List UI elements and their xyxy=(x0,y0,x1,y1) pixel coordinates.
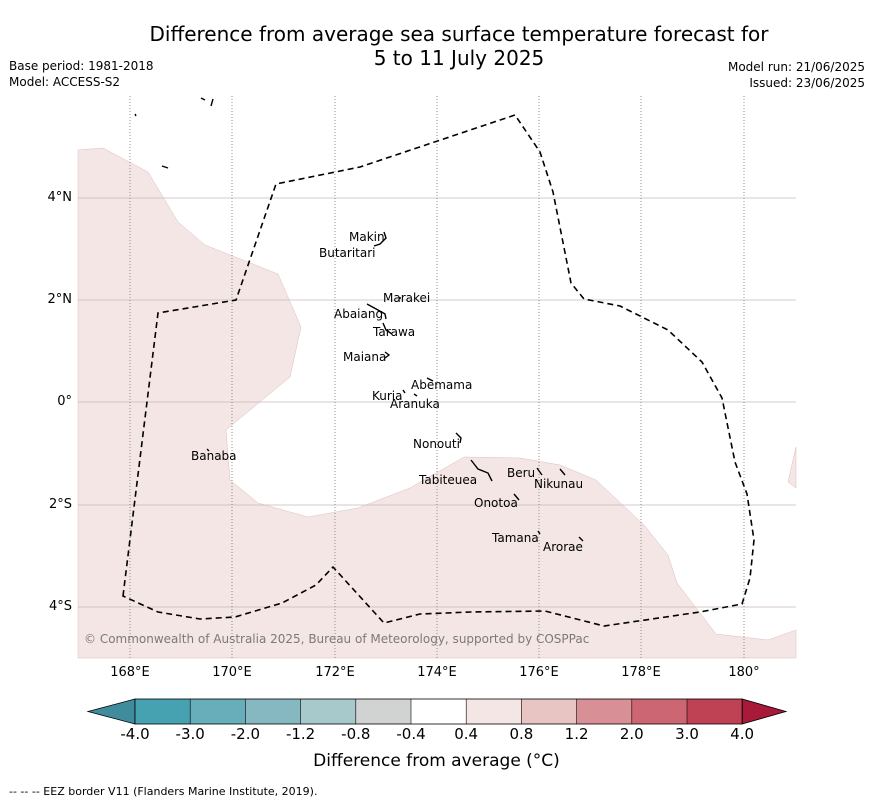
colorbar-min-extend xyxy=(86,698,136,725)
lon-label-170e: 170°E xyxy=(212,665,252,680)
meta-left: Base period: 1981-2018 Model: ACCESS-S2 xyxy=(9,58,154,90)
lon-label-174e: 174°E xyxy=(417,665,457,680)
colorbar-tick-label: 0.4 xyxy=(454,725,479,743)
place-marakei: Marakei xyxy=(383,291,431,305)
colorbar-label: Difference from average (°C) xyxy=(313,751,560,771)
lat-label-4n: 4°N xyxy=(47,190,73,205)
lat-label-2s: 2°S xyxy=(48,497,72,512)
colorbar-segment xyxy=(687,699,743,724)
lat-label-4s: 4°S xyxy=(48,599,72,614)
colorbar-tick-label: -0.8 xyxy=(341,725,371,743)
colorbar-tick-label: -4.0 xyxy=(120,725,150,743)
colorbar-segment xyxy=(355,699,411,724)
colorbar-max-extend xyxy=(741,698,788,725)
place-tamana: Tamana xyxy=(492,531,539,545)
place-kuria: Kuria xyxy=(372,389,403,403)
lon-label-176e: 176°E xyxy=(519,665,559,680)
colorbar-tick-label: 4.0 xyxy=(730,725,755,743)
colorbar-segment xyxy=(411,699,467,724)
place-tabiteuea: Tabiteuea xyxy=(419,473,478,487)
issued-date: Issued: 23/06/2025 xyxy=(749,76,865,90)
title-line-1: Difference from average sea surface temp… xyxy=(149,22,769,46)
place-maiana: Maiana xyxy=(343,350,387,364)
place-abemama: Abemama xyxy=(411,378,473,392)
lon-label-168e: 168°E xyxy=(110,665,150,680)
colorbar-segment xyxy=(300,699,356,724)
colorbar-tick-label: -0.4 xyxy=(396,725,426,743)
place-beru: Beru xyxy=(507,466,536,480)
colorbar-segment xyxy=(631,699,687,724)
colorbar-tick-label: 3.0 xyxy=(675,725,699,743)
map-title: Difference from average sea surface temp… xyxy=(0,22,873,70)
place-makin: Makin xyxy=(349,230,385,244)
colorbar-tick-label: 2.0 xyxy=(619,725,644,743)
eez-border-note: -- -- -- EEZ border V11 (Flanders Marine… xyxy=(9,785,318,798)
colorbar-tick-label: -2.0 xyxy=(230,725,261,743)
colorbar-tick-label: 1.2 xyxy=(564,725,589,743)
lon-label-172e: 172°E xyxy=(315,665,355,680)
title-line-2: 5 to 11 July 2025 xyxy=(373,46,545,70)
model-name: Model: ACCESS-S2 xyxy=(9,75,121,89)
colorbar-segment xyxy=(190,699,246,724)
lon-label-180: 180° xyxy=(728,665,760,680)
colorbar-segment xyxy=(245,699,301,724)
model-run: Model run: 21/06/2025 xyxy=(727,60,865,74)
colorbar-segment xyxy=(521,699,577,724)
place-nikunau: Nikunau xyxy=(534,477,584,491)
colorbar-segment xyxy=(135,699,191,724)
place-tarawa: Tarawa xyxy=(373,325,416,339)
place-butaritari: Butaritari xyxy=(319,246,376,260)
anomaly-region-west xyxy=(77,147,797,659)
longitude-gridlines xyxy=(129,96,745,658)
lat-label-0: 0° xyxy=(57,394,72,409)
colorbar xyxy=(86,698,788,725)
place-onotoa: Onotoa xyxy=(474,496,518,510)
colorbar-segment xyxy=(466,699,522,724)
place-aranuka: Aranuka xyxy=(390,397,440,411)
copyright-notice: © Commonwealth of Australia 2025, Bureau… xyxy=(84,632,590,646)
island-outlines xyxy=(134,97,584,542)
lat-label-2n: 2°N xyxy=(47,292,73,307)
anomaly-region-east xyxy=(787,446,797,489)
meta-right: Model run: 21/06/2025 Issued: 23/06/2025 xyxy=(728,59,865,91)
colorbar-tick-label: -1.2 xyxy=(285,725,316,743)
colorbar-segment xyxy=(576,699,632,724)
colorbar-tick-label: 0.8 xyxy=(509,725,534,743)
lon-label-178e: 178°E xyxy=(621,665,661,680)
colorbar-frame xyxy=(134,698,743,725)
colorbar-tick-label: -3.0 xyxy=(175,725,205,743)
island-dots xyxy=(399,297,401,299)
place-arorae: Arorae xyxy=(543,540,583,554)
eez-border xyxy=(122,114,755,627)
place-nonouti: Nonouti xyxy=(413,437,460,451)
place-banaba: Banaba xyxy=(191,449,237,463)
base-period: Base period: 1981-2018 xyxy=(9,59,154,73)
place-abaiang: Abaiang xyxy=(334,307,384,321)
